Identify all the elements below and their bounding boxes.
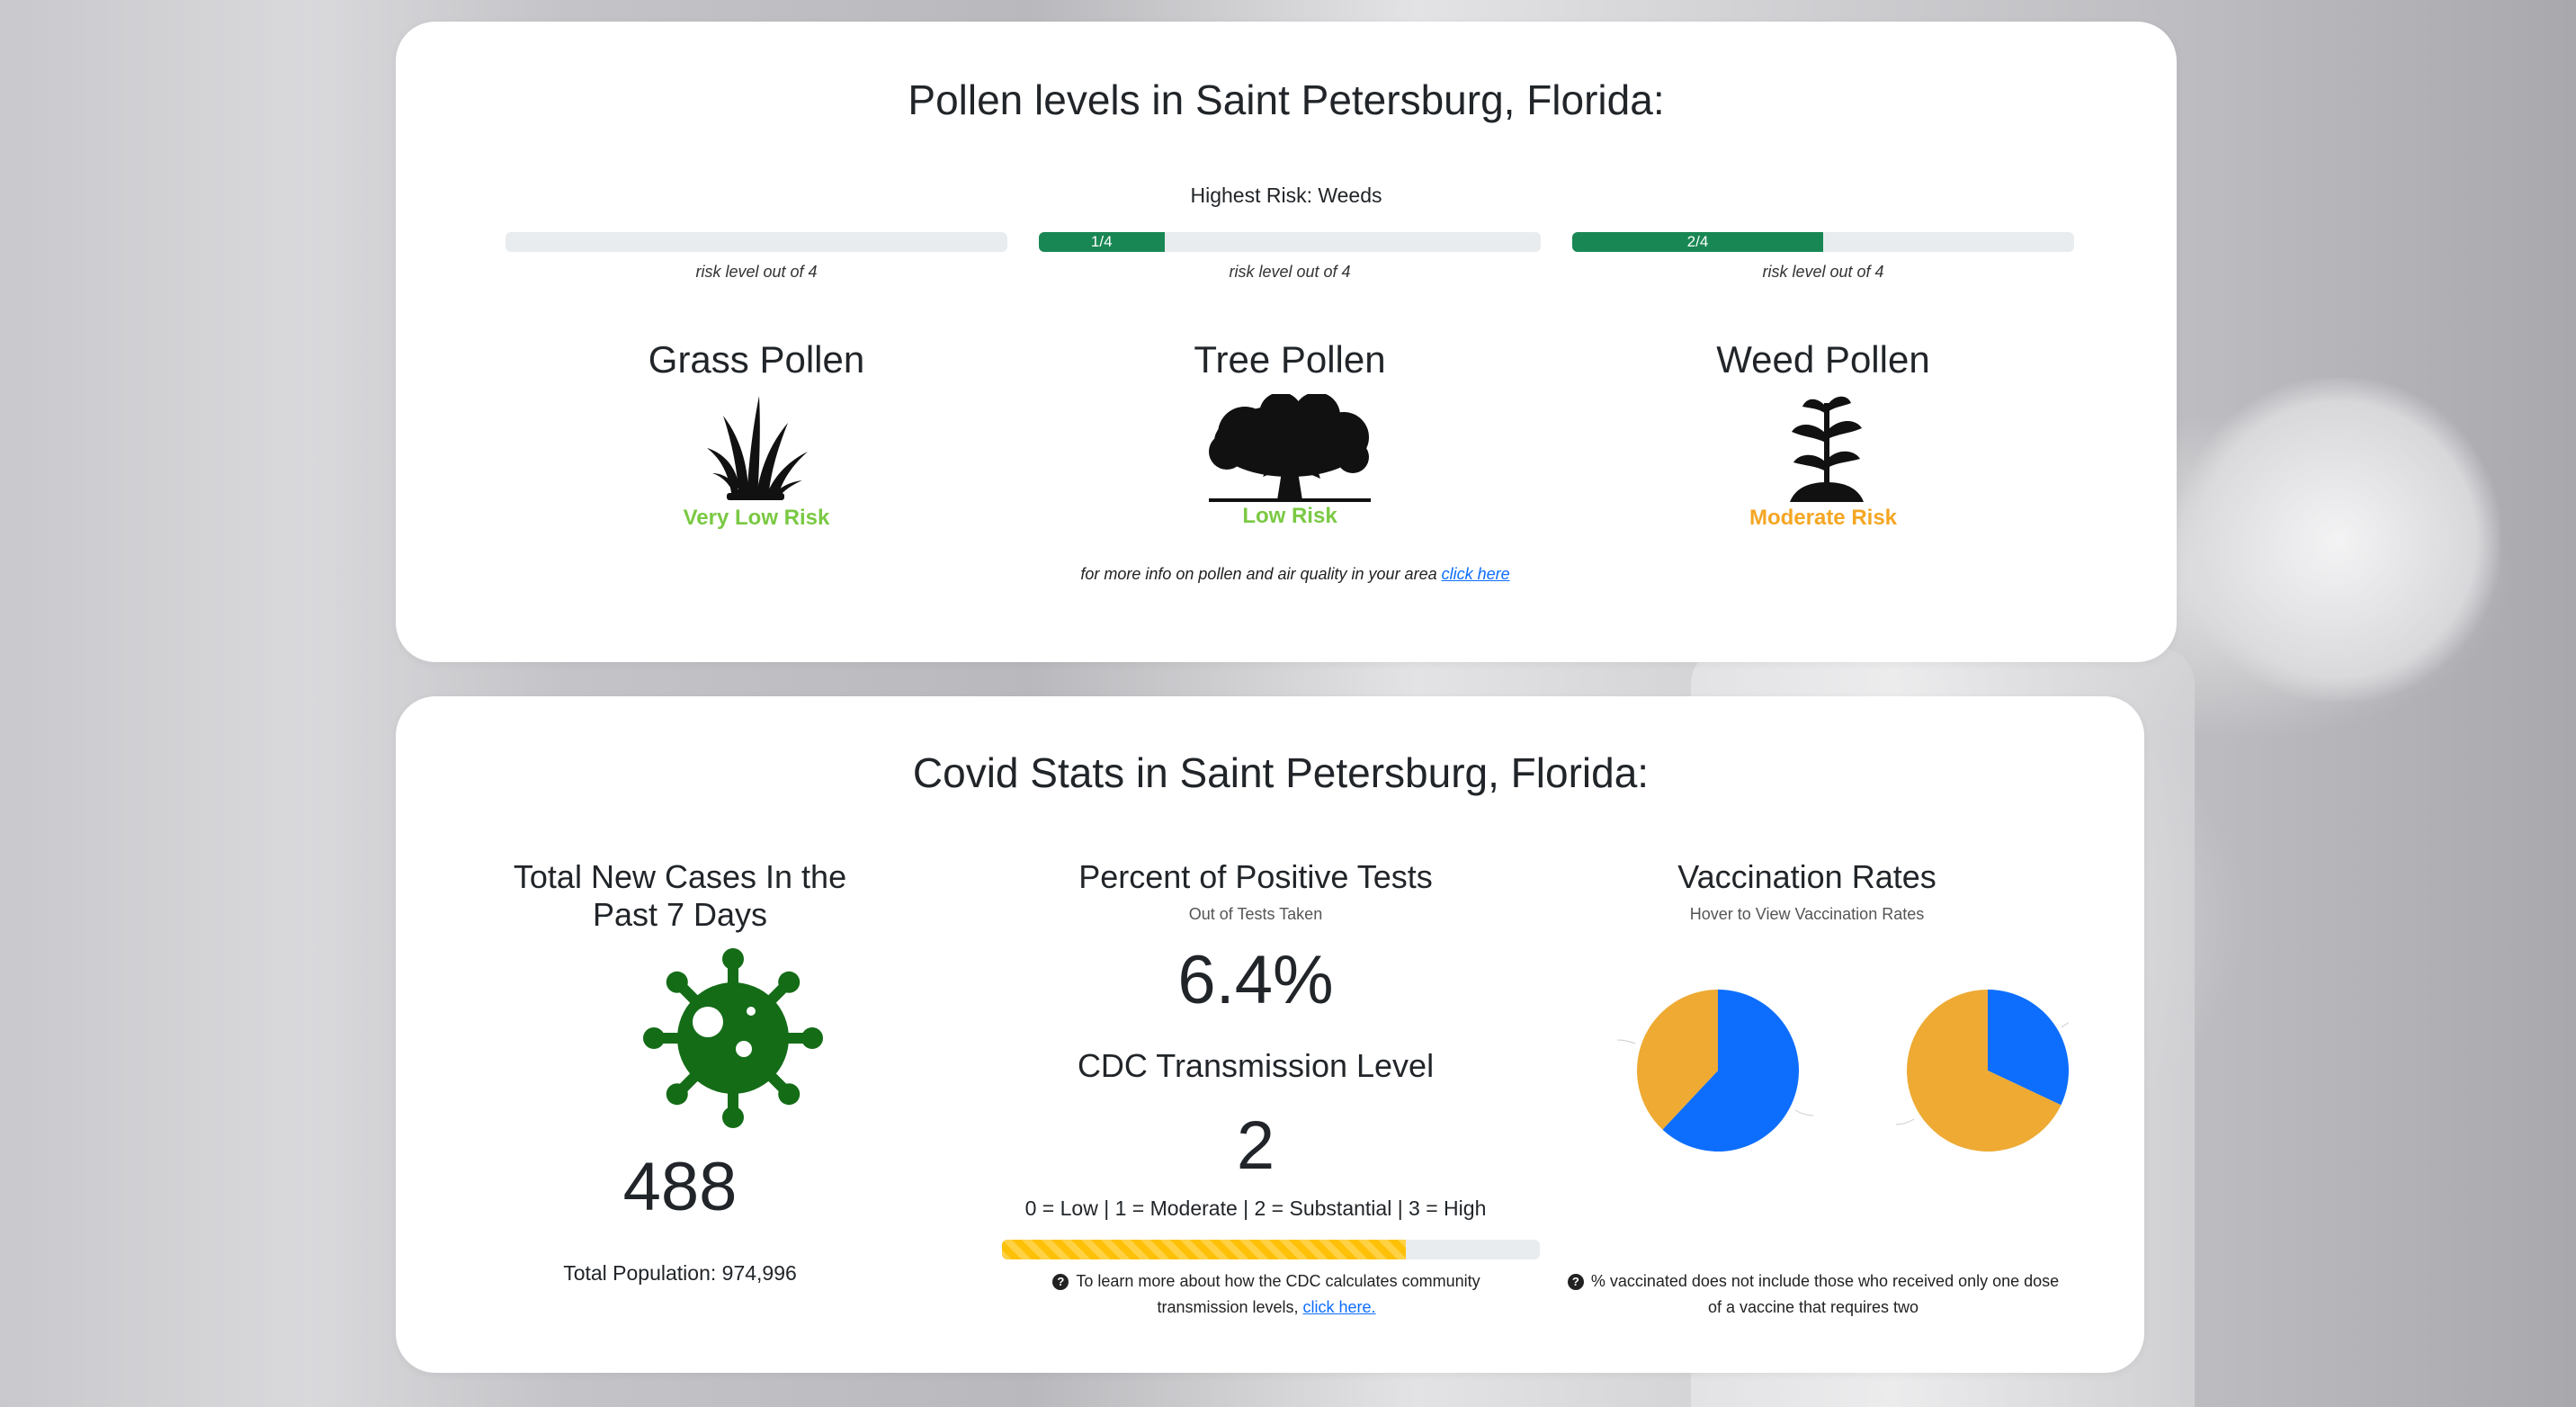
grass-pollen-title: Grass Pollen bbox=[648, 338, 865, 381]
virus-spike-tip bbox=[722, 1107, 744, 1128]
vaccination-pies[interactable] bbox=[1565, 966, 2069, 1182]
virus-spike-tip bbox=[778, 971, 801, 993]
grass-risk-bar bbox=[505, 232, 1007, 252]
pie-leader-line bbox=[1794, 1109, 1814, 1116]
virus-icon bbox=[643, 948, 823, 1128]
tree-risk-bar-fill: 1/4 bbox=[1039, 232, 1165, 252]
tree-risk-bar: 1/4 bbox=[1039, 232, 1541, 252]
pie-leader-line bbox=[1616, 1039, 1636, 1044]
pollen-info-link[interactable]: click here bbox=[1441, 565, 1510, 583]
question-icon: ? bbox=[1052, 1274, 1069, 1290]
cdc-level-bar-fill bbox=[1002, 1240, 1406, 1259]
virus-spike-tip bbox=[666, 1083, 688, 1106]
cdc-level-value: 2 bbox=[1236, 1107, 1275, 1184]
grass-risk-note: risk level out of 4 bbox=[695, 263, 818, 281]
new-cases-title: Total New Cases In the Past 7 Days bbox=[513, 858, 847, 933]
pie-slice-not-vaccinated bbox=[1637, 990, 1718, 1130]
weed-pollen-title: Weed Pollen bbox=[1716, 338, 1930, 381]
cdc-info-link[interactable]: click here. bbox=[1302, 1298, 1376, 1316]
pie-slice-not-vaccinated bbox=[1907, 990, 2062, 1152]
pie-leader-line bbox=[1895, 1118, 1915, 1125]
positive-tests-subtitle: Out of Tests Taken bbox=[1188, 905, 1323, 923]
vaccination-note-line1: % vaccinated does not include those who … bbox=[1590, 1272, 2060, 1290]
pollen-footnote: for more info on pollen and air quality … bbox=[396, 565, 2195, 584]
grass-risk-label: Very Low Risk bbox=[683, 506, 830, 530]
pollen-card: Pollen levels in Saint Petersburg, Flori… bbox=[396, 22, 2177, 662]
virus-spike-tip bbox=[666, 971, 688, 993]
pie-slice-vaccinated bbox=[1662, 990, 1799, 1152]
tree-risk-label: Low Risk bbox=[1242, 504, 1337, 528]
vaccination-subtitle: Hover to View Vaccination Rates bbox=[1689, 905, 1925, 923]
new-cases-value: 488 bbox=[622, 1149, 738, 1225]
cdc-note-line2: transmission levels, bbox=[1157, 1298, 1303, 1316]
vaccination-note: ? % vaccinated does not include those who… bbox=[1525, 1268, 2101, 1321]
grass-icon bbox=[707, 396, 808, 500]
vaccination-note-line2: of a vaccine that requires two bbox=[1707, 1298, 1919, 1316]
tree-pollen-title: Tree Pollen bbox=[1194, 338, 1386, 381]
weed-risk-label: Moderate Risk bbox=[1749, 506, 1898, 530]
pollen-footnote-text: for more info on pollen and air quality … bbox=[1080, 565, 1442, 583]
weed-risk-bar: 2/4 bbox=[1572, 232, 2074, 252]
pie-leader-line bbox=[2061, 1022, 2069, 1028]
cdc-note-line1: To learn more about how the CDC calculat… bbox=[1076, 1272, 1480, 1290]
virus-spike-tip bbox=[801, 1027, 823, 1049]
virus-spike-tip bbox=[722, 948, 744, 970]
virus-spike-tip bbox=[778, 1083, 801, 1106]
total-population: Total Population: 974,996 bbox=[563, 1261, 797, 1285]
weed-risk-bar-fill: 2/4 bbox=[1572, 232, 1823, 252]
cdc-level-title: CDC Transmission Level bbox=[1077, 1047, 1435, 1084]
covid-card: Covid Stats in Saint Petersburg, Florida… bbox=[396, 696, 2144, 1373]
pie-slice-vaccinated bbox=[1988, 990, 2069, 1106]
cdc-level-bar bbox=[1002, 1240, 1540, 1259]
weed-risk-note: risk level out of 4 bbox=[1762, 263, 1884, 281]
cdc-note: ? To learn more about how the CDC calcula… bbox=[991, 1268, 1542, 1321]
tree-icon bbox=[1209, 394, 1371, 502]
tree-risk-note: risk level out of 4 bbox=[1229, 263, 1351, 281]
vaccination-title: Vaccination Rates bbox=[1677, 858, 1936, 895]
pollen-title: Pollen levels in Saint Petersburg, Flori… bbox=[908, 76, 1665, 123]
highest-risk-label: Highest Risk: Weeds bbox=[1190, 184, 1382, 207]
question-icon: ? bbox=[1567, 1274, 1584, 1290]
positive-tests-value: 6.4% bbox=[1177, 942, 1334, 1018]
background-tissue bbox=[2177, 378, 2500, 702]
virus-spike-tip bbox=[643, 1027, 665, 1049]
cdc-level-legend: 0 = Low | 1 = Moderate | 2 = Substantial… bbox=[1024, 1196, 1487, 1220]
covid-title: Covid Stats in Saint Petersburg, Florida… bbox=[912, 749, 1650, 796]
positive-tests-title: Percent of Positive Tests bbox=[1078, 858, 1433, 895]
sprout-icon bbox=[1790, 396, 1864, 502]
